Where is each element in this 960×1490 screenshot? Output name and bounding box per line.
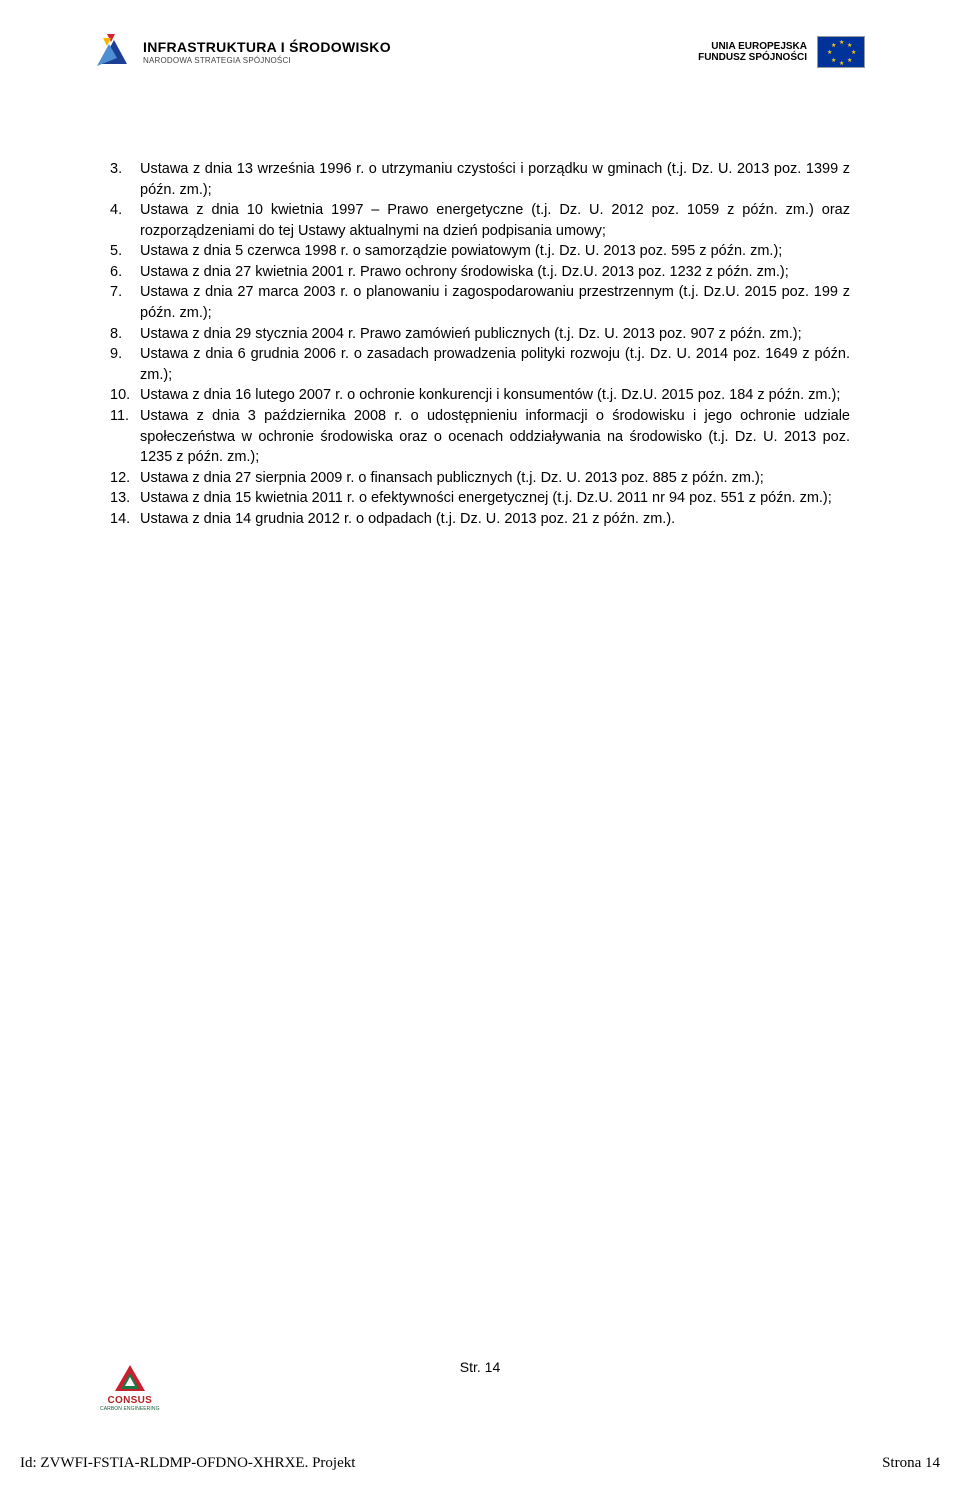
consus-logo: CONSUS CARBON ENGINEERING	[100, 1363, 160, 1412]
list-num: 14.	[110, 509, 140, 530]
consus-sub: CARBON ENGINEERING	[100, 1406, 160, 1412]
consus-name: CONSUS	[108, 1395, 153, 1406]
list-item: 12.Ustawa z dnia 27 sierpnia 2009 r. o f…	[110, 468, 850, 489]
content: 3.Ustawa z dnia 13 września 1996 r. o ut…	[0, 84, 960, 529]
list-num: 8.	[110, 324, 140, 345]
list-num: 6.	[110, 262, 140, 283]
eu-title: UNIA EUROPEJSKA	[711, 41, 807, 52]
list-text: Ustawa z dnia 10 kwietnia 1997 – Prawo e…	[140, 200, 850, 241]
infra-sub: NARODOWA STRATEGIA SPÓJNOŚCI	[143, 56, 391, 65]
list-num: 7.	[110, 282, 140, 323]
list-num: 4.	[110, 200, 140, 241]
list-item: 11.Ustawa z dnia 3 października 2008 r. …	[110, 406, 850, 468]
list-num: 13.	[110, 488, 140, 509]
eu-sub: FUNDUSZ SPÓJNOŚCI	[698, 52, 807, 63]
header: INFRASTRUKTURA I ŚRODOWISKO NARODOWA STR…	[0, 0, 960, 84]
eu-flag-icon: ★ ★ ★ ★ ★ ★ ★ ★	[817, 36, 865, 68]
infra-text: INFRASTRUKTURA I ŚRODOWISKO NARODOWA STR…	[143, 39, 391, 65]
list-text: Ustawa z dnia 3 października 2008 r. o u…	[140, 406, 850, 468]
list-item: 5.Ustawa z dnia 5 czerwca 1998 r. o samo…	[110, 241, 850, 262]
list-item: 6.Ustawa z dnia 27 kwietnia 2001 r. Praw…	[110, 262, 850, 283]
list-num: 3.	[110, 159, 140, 200]
list-text: Ustawa z dnia 27 kwietnia 2001 r. Prawo …	[140, 262, 850, 283]
infra-logo-icon	[95, 30, 133, 74]
list-item: 4.Ustawa z dnia 10 kwietnia 1997 – Prawo…	[110, 200, 850, 241]
list-text: Ustawa z dnia 14 grudnia 2012 r. o odpad…	[140, 509, 850, 530]
doc-footer: Id: ZVWFI-FSTIA-RLDMP-OFDNO-XHRXE. Proje…	[20, 1455, 940, 1472]
list-text: Ustawa z dnia 27 sierpnia 2009 r. o fina…	[140, 468, 850, 489]
doc-id: Id: ZVWFI-FSTIA-RLDMP-OFDNO-XHRXE. Proje…	[20, 1455, 355, 1472]
doc-page: Strona 14	[882, 1455, 940, 1472]
list-text: Ustawa z dnia 15 kwietnia 2011 r. o efek…	[140, 488, 850, 509]
list-text: Ustawa z dnia 5 czerwca 1998 r. o samorz…	[140, 241, 850, 262]
infra-title: INFRASTRUKTURA I ŚRODOWISKO	[143, 39, 391, 55]
list-text: Ustawa z dnia 16 lutego 2007 r. o ochron…	[140, 385, 850, 406]
list-num: 10.	[110, 385, 140, 406]
list-text: Ustawa z dnia 27 marca 2003 r. o planowa…	[140, 282, 850, 323]
list-item: 7.Ustawa z dnia 27 marca 2003 r. o plano…	[110, 282, 850, 323]
page: INFRASTRUKTURA I ŚRODOWISKO NARODOWA STR…	[0, 0, 960, 1490]
list-text: Ustawa z dnia 29 stycznia 2004 r. Prawo …	[140, 324, 850, 345]
list-text: Ustawa z dnia 6 grudnia 2006 r. o zasada…	[140, 344, 850, 385]
list-item: 10.Ustawa z dnia 16 lutego 2007 r. o och…	[110, 385, 850, 406]
list-item: 8.Ustawa z dnia 29 stycznia 2004 r. Praw…	[110, 324, 850, 345]
list-item: 13.Ustawa z dnia 15 kwietnia 2011 r. o e…	[110, 488, 850, 509]
consus-triangle-icon	[113, 1363, 147, 1393]
eu-text: UNIA EUROPEJSKA FUNDUSZ SPÓJNOŚCI	[698, 41, 807, 63]
list-num: 11.	[110, 406, 140, 468]
list-item: 9.Ustawa z dnia 6 grudnia 2006 r. o zasa…	[110, 344, 850, 385]
list-item: 3.Ustawa z dnia 13 września 1996 r. o ut…	[110, 159, 850, 200]
list-num: 5.	[110, 241, 140, 262]
list-text: Ustawa z dnia 13 września 1996 r. o utrz…	[140, 159, 850, 200]
list-num: 12.	[110, 468, 140, 489]
list-num: 9.	[110, 344, 140, 385]
list-item: 14.Ustawa z dnia 14 grudnia 2012 r. o od…	[110, 509, 850, 530]
header-right: UNIA EUROPEJSKA FUNDUSZ SPÓJNOŚCI ★ ★ ★ …	[698, 36, 865, 68]
header-left: INFRASTRUKTURA I ŚRODOWISKO NARODOWA STR…	[95, 30, 391, 74]
